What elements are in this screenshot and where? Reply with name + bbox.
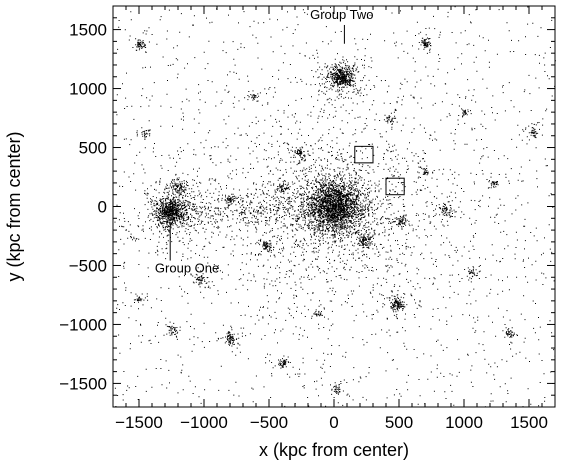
y-tick-label: −1000 (59, 315, 107, 334)
y-tick-label: 1500 (69, 21, 107, 40)
annotation-label-1: Group Two (310, 7, 373, 22)
y-tick-label: −500 (69, 256, 107, 275)
x-tick-label: −500 (250, 413, 288, 432)
ticks-layer: −1500 −1000 −500 0 500 1000 1500 −1500 −1000 −500… (59, 6, 555, 432)
highlight-box-1 (354, 145, 374, 164)
x-tick-label: −1000 (180, 413, 228, 432)
annotations-layer: Group Two Group One (155, 7, 374, 276)
annotation-label-2: Group One (155, 261, 219, 276)
x-axis-title: x (kpc from center) (259, 440, 409, 460)
y-axis-title: y (kpc from center) (4, 131, 24, 281)
x-tick-label: 0 (329, 413, 338, 432)
x-tick-label: 500 (385, 413, 413, 432)
scatter-points (114, 6, 556, 408)
y-tick-label: 1000 (69, 80, 107, 99)
y-tick-label: 0 (98, 198, 107, 217)
points-layer (114, 6, 556, 408)
x-tick-label: 1500 (510, 413, 548, 432)
x-tick-label: 1000 (445, 413, 483, 432)
boxes-layer (354, 145, 405, 196)
y-tick-label: 500 (79, 139, 107, 158)
x-tick-label: −1500 (115, 413, 163, 432)
highlight-box-2 (385, 177, 405, 196)
y-tick-label: −1500 (59, 374, 107, 393)
